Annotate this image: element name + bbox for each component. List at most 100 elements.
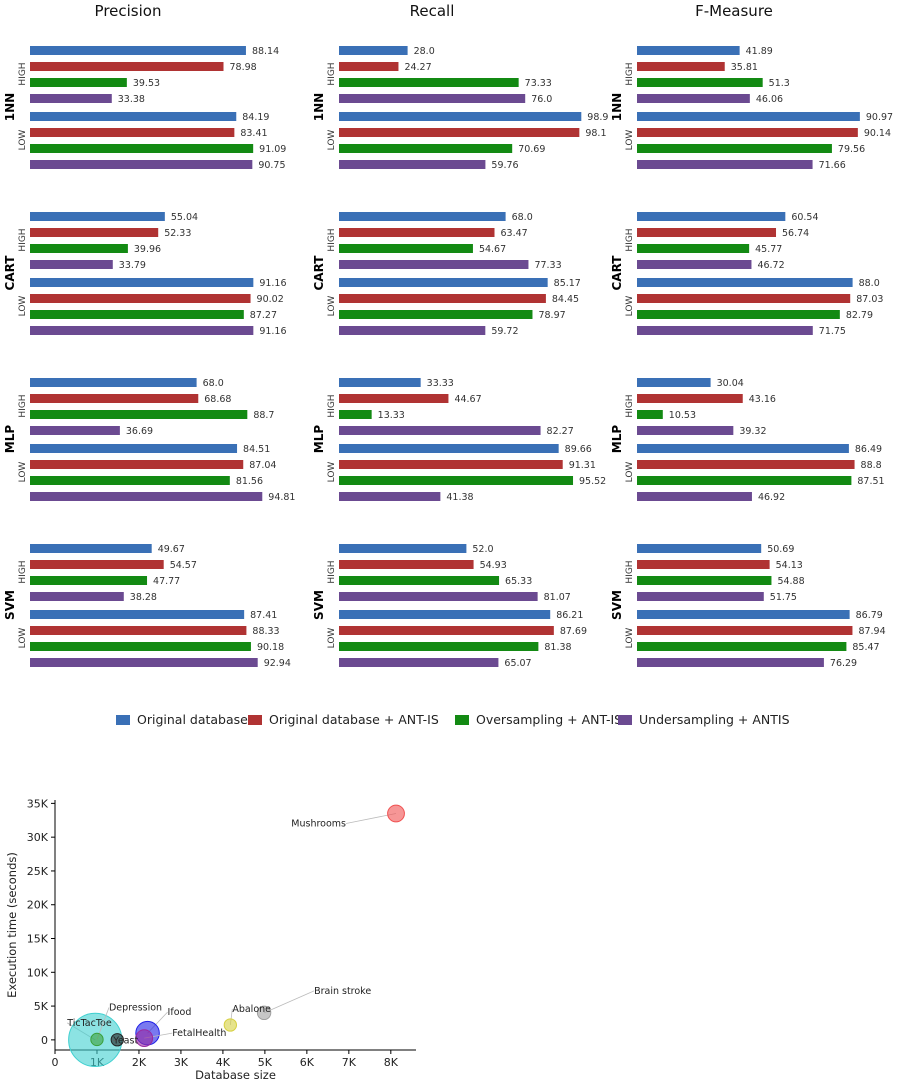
bar-value-label: 54.93 bbox=[480, 560, 507, 571]
level-label-high: HIGH bbox=[327, 560, 337, 583]
bar-value-label: 94.81 bbox=[268, 492, 295, 503]
bar-value-label: 13.33 bbox=[378, 410, 405, 421]
panel-title-recall: Recall bbox=[410, 2, 455, 20]
bar-value-label: 41.38 bbox=[446, 492, 473, 503]
bar-value-label: 90.75 bbox=[258, 160, 285, 171]
y-tick-label: 20K bbox=[27, 899, 49, 912]
bar-value-label: 28.0 bbox=[414, 46, 435, 57]
x-tick-label: 6K bbox=[300, 1056, 315, 1069]
point-label: Mushrooms bbox=[291, 819, 346, 830]
legend: Original database Original database + ANT… bbox=[0, 708, 901, 732]
bar-value-label: 59.72 bbox=[491, 326, 518, 337]
bar bbox=[30, 492, 263, 501]
bar bbox=[637, 278, 853, 287]
bar bbox=[30, 310, 244, 319]
point-leader-line bbox=[263, 990, 315, 1014]
legend-item: Oversampling + ANT-IS bbox=[455, 712, 622, 727]
y-tick-label: 35K bbox=[27, 797, 49, 810]
bar-value-label: 46.72 bbox=[757, 260, 784, 271]
bar bbox=[30, 410, 248, 419]
classifier-label-svm: SVM bbox=[312, 590, 326, 620]
bar bbox=[339, 658, 499, 667]
classifier-label-1nn: 1NN bbox=[312, 93, 326, 121]
data-point bbox=[387, 804, 405, 823]
bar-value-label: 10.53 bbox=[669, 410, 696, 421]
bar bbox=[637, 492, 752, 501]
panel-title-f-measure: F-Measure bbox=[695, 2, 773, 20]
bar bbox=[30, 144, 254, 153]
bar bbox=[339, 112, 582, 121]
bar-value-label: 54.88 bbox=[777, 576, 804, 587]
bar-value-label: 52.0 bbox=[472, 544, 493, 555]
point-label: Yeast bbox=[112, 1036, 138, 1047]
bar-value-label: 68.0 bbox=[512, 212, 533, 223]
bar-value-label: 68.68 bbox=[204, 394, 231, 405]
bar-value-label: 88.14 bbox=[252, 46, 279, 57]
x-axis-title: Database size bbox=[195, 1068, 276, 1081]
bar-value-label: 91.16 bbox=[259, 278, 286, 289]
bar bbox=[339, 278, 548, 287]
y-tick-label: 15K bbox=[27, 933, 49, 946]
legend-item: Original database + ANT-IS bbox=[248, 712, 439, 727]
level-label-high: HIGH bbox=[18, 228, 28, 251]
bar-value-label: 85.17 bbox=[554, 278, 581, 289]
bar bbox=[339, 560, 474, 569]
bar bbox=[30, 326, 254, 335]
bar bbox=[339, 544, 467, 553]
bar-value-label: 87.94 bbox=[858, 626, 885, 637]
bar-value-label: 88.7 bbox=[253, 410, 274, 421]
bar-value-label: 24.27 bbox=[404, 62, 431, 73]
bar-value-label: 47.77 bbox=[153, 576, 180, 587]
bar-value-label: 71.66 bbox=[819, 160, 846, 171]
bar-value-label: 54.13 bbox=[776, 560, 803, 571]
bar bbox=[637, 444, 849, 453]
level-label-low: LOW bbox=[18, 628, 28, 649]
bar bbox=[637, 62, 725, 71]
bar-value-label: 60.54 bbox=[791, 212, 818, 223]
bar-value-label: 70.69 bbox=[518, 144, 545, 155]
bar bbox=[339, 492, 441, 501]
bar bbox=[339, 228, 495, 237]
bar bbox=[339, 410, 372, 419]
point-label: Depression bbox=[109, 1002, 162, 1013]
bar-value-label: 77.33 bbox=[534, 260, 561, 271]
classifier-label-mlp: MLP bbox=[610, 425, 624, 454]
bar bbox=[637, 144, 832, 153]
bar-value-label: 87.27 bbox=[250, 310, 277, 321]
y-tick-label: 5K bbox=[34, 1000, 49, 1013]
bar-value-label: 91.16 bbox=[259, 326, 286, 337]
legend-swatch bbox=[455, 714, 469, 725]
bar-value-label: 90.18 bbox=[257, 642, 284, 653]
bar bbox=[637, 378, 711, 387]
bar-value-label: 63.47 bbox=[501, 228, 528, 239]
bar-value-label: 78.97 bbox=[538, 310, 565, 321]
bar bbox=[339, 626, 554, 635]
bar-value-label: 51.3 bbox=[769, 78, 790, 89]
bar-value-label: 36.69 bbox=[126, 426, 153, 437]
bar bbox=[30, 128, 235, 137]
x-tick-label: 7K bbox=[342, 1056, 357, 1069]
bar-value-label: 87.69 bbox=[560, 626, 587, 637]
bar bbox=[30, 278, 254, 287]
bar-value-label: 88.8 bbox=[861, 460, 882, 471]
bar-value-label: 41.89 bbox=[746, 46, 773, 57]
bar-value-label: 51.75 bbox=[770, 592, 797, 603]
bar-value-label: 82.79 bbox=[846, 310, 873, 321]
bar-value-label: 73.33 bbox=[525, 78, 552, 89]
bar bbox=[339, 444, 559, 453]
level-label-high: HIGH bbox=[625, 228, 635, 251]
classifier-label-cart: CART bbox=[3, 255, 17, 291]
bar-value-label: 33.79 bbox=[119, 260, 146, 271]
level-label-low: LOW bbox=[18, 130, 28, 151]
bar-value-label: 30.04 bbox=[717, 378, 744, 389]
legend-label: Original database bbox=[137, 712, 248, 727]
bar-value-label: 54.67 bbox=[479, 244, 506, 255]
bar-value-label: 91.31 bbox=[569, 460, 596, 471]
bar bbox=[339, 128, 580, 137]
level-label-high: HIGH bbox=[625, 394, 635, 417]
bar bbox=[339, 642, 539, 651]
bar-value-label: 84.45 bbox=[552, 294, 579, 305]
level-label-high: HIGH bbox=[327, 62, 337, 85]
bar bbox=[30, 46, 246, 55]
bar-value-label: 88.0 bbox=[859, 278, 880, 289]
